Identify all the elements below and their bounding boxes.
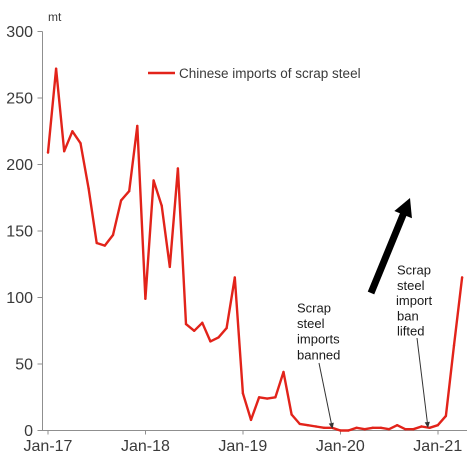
data-point xyxy=(217,336,220,339)
y-tick-label: 100 xyxy=(6,290,33,307)
data-point xyxy=(412,428,415,431)
annotation-line: lifted xyxy=(397,324,424,339)
data-point xyxy=(363,428,366,431)
data-point xyxy=(428,426,431,429)
data-point xyxy=(103,244,107,247)
annotation-arrowhead xyxy=(328,422,334,429)
data-point xyxy=(444,414,448,418)
data-point xyxy=(290,413,293,416)
data-point xyxy=(160,204,163,207)
data-point xyxy=(62,150,66,153)
data-point xyxy=(136,124,139,128)
trend-arrow-head xyxy=(394,198,412,219)
data-point xyxy=(452,344,456,347)
annotation-line: Scrap xyxy=(297,301,331,316)
data-point xyxy=(339,429,342,432)
series-layer xyxy=(46,67,464,432)
data-point xyxy=(404,428,407,431)
annotation-arrow-line xyxy=(318,362,332,424)
data-point xyxy=(257,396,261,399)
data-point xyxy=(371,426,374,429)
data-point xyxy=(387,428,391,431)
data-point xyxy=(209,340,212,343)
trend-arrow-shaft xyxy=(367,211,408,295)
y-tick-label: 300 xyxy=(6,24,33,41)
data-point xyxy=(176,167,180,170)
series-line xyxy=(46,67,464,432)
annotation-line: steel xyxy=(297,316,325,331)
data-point xyxy=(379,426,383,429)
y-tick-label: 250 xyxy=(6,91,33,108)
data-point xyxy=(347,429,350,432)
data-point xyxy=(95,241,98,245)
data-point xyxy=(298,422,301,426)
data-point xyxy=(241,392,245,395)
data-point xyxy=(266,397,269,400)
data-point xyxy=(282,370,285,374)
data-point xyxy=(144,297,147,300)
data-point xyxy=(111,233,115,237)
data-point xyxy=(184,322,188,326)
x-tick-label: Jan-21 xyxy=(413,438,462,455)
annotation-arrow-line xyxy=(416,337,428,423)
x-tick-label: Jan-17 xyxy=(24,438,73,455)
data-point xyxy=(46,151,50,154)
data-point xyxy=(233,276,236,279)
legend: Chinese imports of scrap steel xyxy=(148,66,361,81)
y-tick-label: 150 xyxy=(6,224,33,241)
y-axis: 0 50 100 150 200 250 300 xyxy=(6,24,43,440)
legend-label: Chinese imports of scrap steel xyxy=(179,66,361,81)
y-tick-label: 200 xyxy=(6,157,33,174)
annotation-line: Scrap xyxy=(397,263,431,278)
data-point xyxy=(225,326,228,330)
x-tick-label: Jan-19 xyxy=(218,438,267,455)
data-point xyxy=(396,424,399,427)
annotation-line: banned xyxy=(297,347,340,362)
data-point xyxy=(314,425,318,428)
data-point xyxy=(460,276,464,279)
data-point xyxy=(119,199,123,202)
annotation-arrowhead xyxy=(424,421,430,428)
data-point xyxy=(420,425,423,428)
data-point xyxy=(201,321,204,324)
data-point xyxy=(168,265,171,269)
trend-arrow xyxy=(367,198,412,295)
y-tick-label: 50 xyxy=(15,357,33,374)
annotation-imports-banned: Scrap steel imports banned xyxy=(297,301,340,429)
data-point xyxy=(152,179,155,182)
annotation-line: imports xyxy=(297,332,340,347)
annotation-line: steel xyxy=(397,278,425,293)
x-tick-label: Jan-20 xyxy=(316,438,365,455)
x-tick-label: Jan-18 xyxy=(121,438,170,455)
data-point xyxy=(87,187,90,190)
data-point xyxy=(306,424,309,427)
data-point xyxy=(71,130,74,133)
annotation-line: ban xyxy=(397,308,419,323)
data-point xyxy=(355,426,358,429)
data-point xyxy=(54,67,58,70)
data-point xyxy=(436,424,439,427)
data-point xyxy=(128,189,131,193)
data-point xyxy=(79,142,82,145)
data-point xyxy=(249,418,253,422)
data-point xyxy=(193,329,196,332)
y-axis-label: mt xyxy=(48,10,62,24)
annotation-ban-lifted: Scrap steel import ban lifted xyxy=(396,263,433,428)
x-axis: Jan-17 Jan-18 Jan-19 Jan-20 Jan-21 xyxy=(24,430,467,455)
data-point xyxy=(322,426,326,429)
annotation-line: import xyxy=(396,293,433,308)
data-point xyxy=(274,396,277,399)
y-tick-label: 0 xyxy=(24,423,33,440)
